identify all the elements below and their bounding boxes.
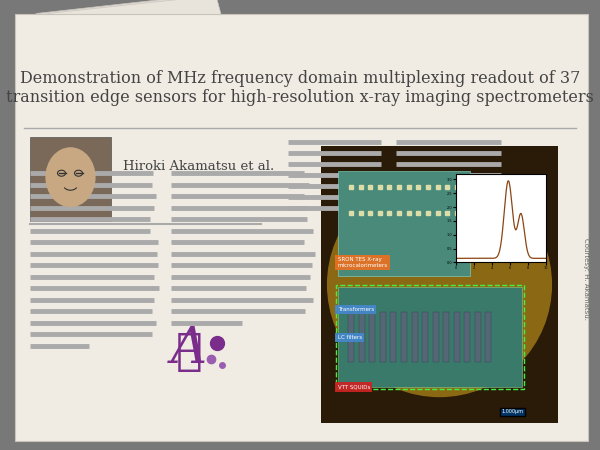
Text: 1.000μm: 1.000μm — [501, 410, 523, 414]
Text: A: A — [171, 324, 207, 374]
Text: Transformers: Transformers — [338, 307, 374, 312]
Bar — [454, 312, 460, 362]
Bar — [338, 171, 470, 276]
Bar — [380, 312, 386, 362]
Text: Demonstration of MHz frequency domain multiplexing readout of 37
transition edge: Demonstration of MHz frequency domain mu… — [6, 70, 594, 106]
Bar — [401, 312, 407, 362]
Text: Hiroki Akamatsu et al.: Hiroki Akamatsu et al. — [123, 160, 274, 173]
Bar — [30, 137, 111, 220]
Text: Courtesy: H. Akamatsu.: Courtesy: H. Akamatsu. — [583, 238, 589, 320]
Bar — [433, 312, 439, 362]
Bar — [412, 312, 418, 362]
Bar — [464, 312, 470, 362]
Bar — [338, 288, 523, 387]
Bar — [422, 312, 428, 362]
Bar — [391, 312, 397, 362]
Bar — [349, 312, 355, 362]
Bar — [443, 312, 449, 362]
Bar — [475, 312, 481, 362]
Bar — [370, 312, 376, 362]
Bar — [359, 312, 365, 362]
Ellipse shape — [46, 147, 95, 207]
Text: ℬ: ℬ — [176, 329, 202, 373]
Text: VTT SQUIDs: VTT SQUIDs — [338, 384, 370, 390]
Text: LC filters: LC filters — [338, 335, 362, 340]
Circle shape — [327, 172, 552, 397]
Bar — [335, 285, 524, 389]
Bar — [485, 312, 491, 362]
Bar — [321, 146, 558, 423]
Text: SRON TES X-ray
microcalorimeters: SRON TES X-ray microcalorimeters — [338, 257, 388, 268]
